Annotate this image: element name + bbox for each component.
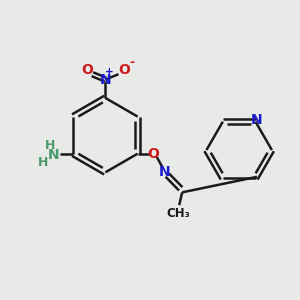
Text: N: N xyxy=(251,113,263,127)
Text: O: O xyxy=(147,147,159,161)
Text: H: H xyxy=(45,139,56,152)
Text: N: N xyxy=(158,164,170,178)
Text: N: N xyxy=(100,73,111,87)
Text: +: + xyxy=(105,67,114,77)
Text: O: O xyxy=(118,63,130,77)
Text: O: O xyxy=(81,63,93,77)
Text: CH₃: CH₃ xyxy=(167,207,190,220)
Text: N: N xyxy=(48,148,60,162)
Text: -: - xyxy=(130,56,135,69)
Text: H: H xyxy=(38,155,48,169)
